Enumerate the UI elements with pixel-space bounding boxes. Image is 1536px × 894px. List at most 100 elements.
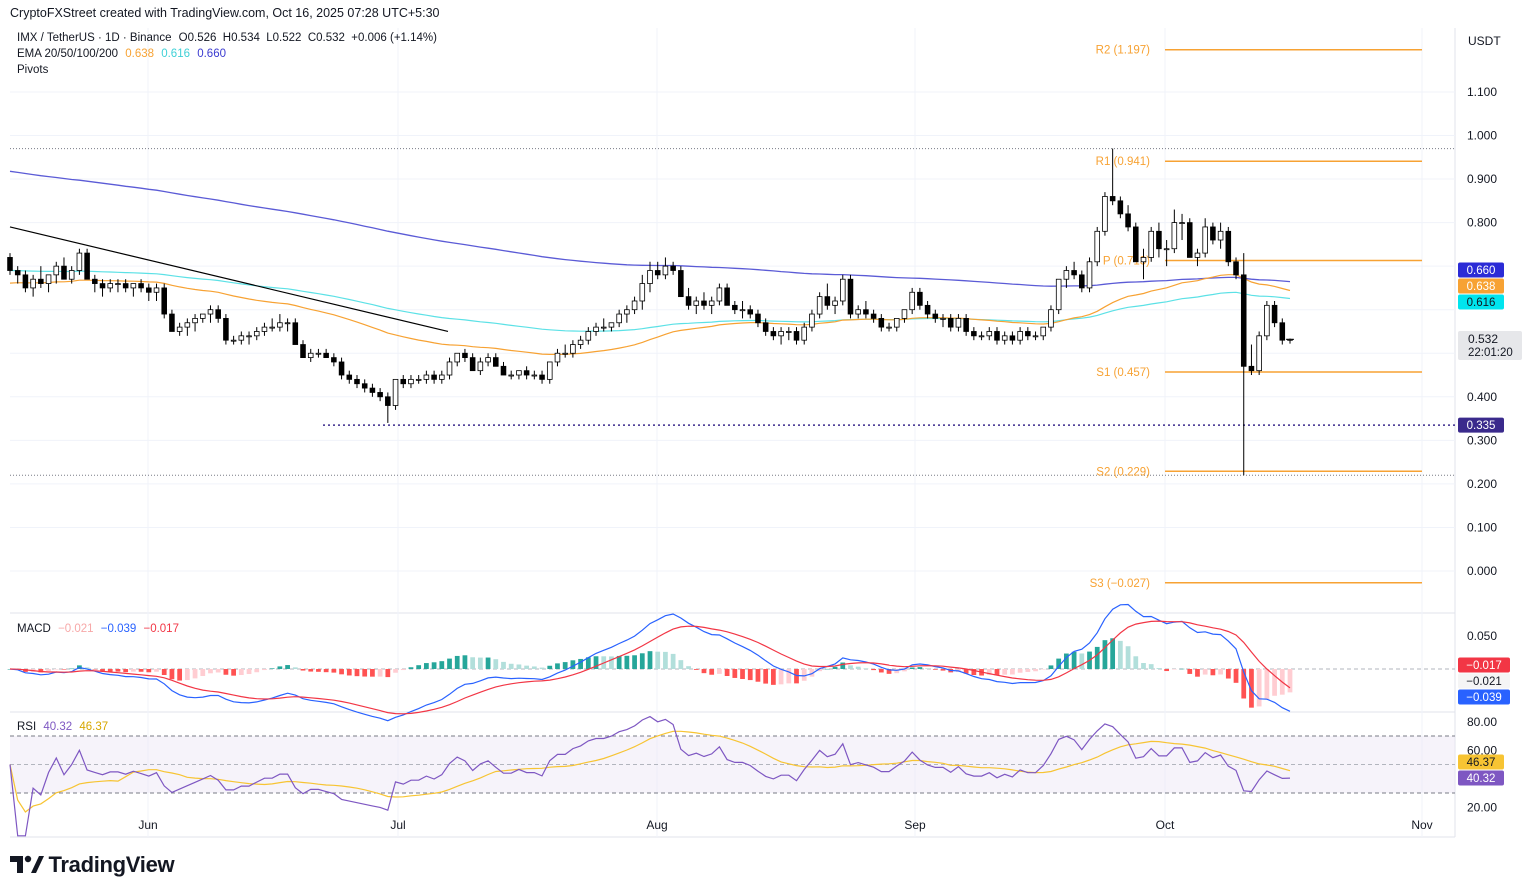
chart-credit: CryptoFXStreet created with TradingView.…: [10, 6, 440, 20]
macd-histogram-bar: [1256, 669, 1262, 707]
macd-histogram-bar: [701, 669, 707, 674]
macd-histogram-bar: [53, 669, 59, 670]
macd-histogram-bar: [986, 669, 992, 675]
macd-histogram-bar: [832, 666, 838, 669]
candle-body: [747, 309, 754, 315]
candle-body: [169, 313, 175, 332]
macd-signal-tag: −0.017: [1466, 660, 1502, 672]
macd-histogram-bar: [470, 657, 476, 669]
macd-histogram-bar: [316, 669, 321, 672]
candle-body: [516, 370, 522, 376]
candle-body: [1217, 230, 1224, 241]
macd-histogram-bar: [92, 669, 98, 670]
macd-legend[interactable]: MACD −0.021 −0.039 −0.017: [17, 623, 183, 635]
macd-histogram-bar: [1064, 653, 1069, 669]
legend-pivots[interactable]: Pivots: [17, 64, 49, 76]
candle-body: [469, 357, 476, 372]
ema50-line: [9, 269, 1291, 332]
macd-line-tag: −0.039: [1466, 692, 1502, 704]
candle-body: [1264, 304, 1270, 337]
macd-histogram-bar: [639, 653, 645, 669]
macd-line: [9, 603, 1291, 722]
candle-body: [45, 274, 52, 284]
candle-body: [1186, 222, 1193, 258]
macd-histogram-bar: [840, 662, 846, 669]
candle-body: [462, 352, 468, 359]
candle-body: [30, 278, 36, 289]
macd-histogram-bar: [578, 658, 583, 669]
macd-histogram-bar: [238, 669, 244, 675]
macd-histogram-bar: [663, 651, 668, 669]
macd-histogram-bar: [285, 665, 290, 669]
candle-body: [801, 326, 807, 341]
macd-histogram-bar: [770, 669, 776, 685]
macd-histogram-bar: [161, 669, 167, 676]
candle-body: [1048, 309, 1054, 328]
ema20-price-tag: 0.638: [1467, 281, 1496, 293]
candle-body: [1017, 331, 1023, 341]
macd-histogram-bar: [331, 669, 337, 673]
candle-body: [732, 304, 738, 311]
candle-body: [940, 318, 946, 320]
candle-body: [423, 374, 430, 380]
candle-body: [1032, 335, 1039, 338]
macd-histogram-bar: [616, 655, 622, 669]
candle-body: [61, 265, 67, 280]
candle-body: [670, 265, 676, 271]
time-axis-label: Jul: [390, 818, 405, 832]
rsi-ma-line: [9, 730, 1291, 813]
time-axis-label: Nov: [1411, 818, 1432, 832]
macd-histogram-bar: [254, 669, 260, 673]
candle-body: [546, 361, 553, 380]
candle-body: [708, 300, 715, 306]
macd-histogram-bar: [1287, 669, 1293, 693]
candle-body: [1055, 278, 1062, 311]
macd-histogram-bar: [670, 653, 676, 669]
macd-histogram-bar: [115, 669, 121, 672]
currency-label[interactable]: USDT: [1468, 34, 1501, 48]
macd-histogram-bar: [508, 663, 514, 669]
candle-body: [1140, 257, 1147, 263]
macd-histogram-bar: [1025, 669, 1031, 672]
macd-histogram-bar: [1125, 646, 1131, 669]
macd-histogram-bar: [1010, 669, 1015, 675]
macd-hist-tag: −0.021: [1466, 676, 1502, 688]
price-axis-tick: 0.800: [1467, 216, 1497, 230]
candle-body: [7, 257, 13, 271]
candle-body: [246, 335, 252, 338]
candle-body: [832, 300, 838, 306]
macd-hist-value: −0.021: [58, 623, 94, 635]
rsi-legend[interactable]: RSI 40.32 46.37: [17, 721, 112, 733]
legend-symbol[interactable]: IMX / TetherUS · 1D · Binance: [17, 32, 172, 44]
legend-ema-row[interactable]: EMA 20/50/100/200 0.638 0.616 0.660: [17, 48, 230, 60]
candle-body: [146, 287, 152, 293]
tradingview-logo[interactable]: TradingView: [10, 852, 175, 882]
macd-histogram-bar: [863, 668, 869, 669]
rsi-tag: 40.32: [1467, 773, 1496, 785]
candle-body: [762, 322, 769, 332]
macd-histogram-bar: [1040, 669, 1046, 670]
macd-histogram-bar: [1056, 658, 1062, 669]
candle-body: [1094, 230, 1101, 263]
candle-body: [1125, 213, 1131, 228]
candle-body: [261, 326, 268, 332]
macd-histogram-bar: [400, 669, 406, 671]
candle-body: [369, 387, 376, 393]
macd-signal-tag-bg: [1458, 657, 1510, 673]
pivot-label: R1 (0.941): [1096, 156, 1151, 168]
macd-signal-value: −0.017: [143, 623, 179, 635]
macd-histogram-bar: [655, 651, 661, 669]
macd-histogram-bar: [1264, 669, 1270, 700]
candle-body: [38, 278, 44, 284]
candle-body: [647, 270, 653, 284]
macd-histogram-bar: [339, 669, 344, 675]
rsi-axis-tick: 60.00: [1467, 743, 1497, 757]
candle-body: [346, 374, 353, 380]
candle-body: [1163, 248, 1170, 251]
candle-body: [400, 378, 407, 385]
macd-histogram-bar: [971, 669, 977, 675]
tradingview-logo-icon: [10, 855, 44, 873]
candle-body: [392, 378, 399, 406]
macd-histogram-bar: [493, 659, 499, 669]
